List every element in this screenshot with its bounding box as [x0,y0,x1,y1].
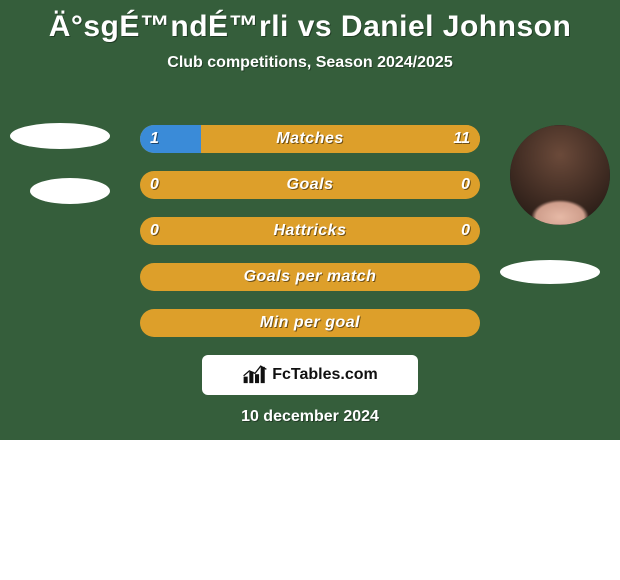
player-right-avatar-small [500,260,600,284]
brand-box: FcTables.com [202,355,418,395]
bar-label: Hattricks [140,217,480,245]
infographic-frame: Ä°sgÉ™ndÉ™rli vs Daniel Johnson Club com… [0,0,620,440]
player-left-avatar-small [30,178,110,204]
stat-bar: Min per goal [140,309,480,337]
bar-label: Min per goal [140,309,480,337]
bar-label: Matches [140,125,480,153]
subtitle: Club competitions, Season 2024/2025 [0,54,620,72]
stat-bars: 111Matches 00Goals 00Hattricks Goals per ma… [140,125,480,355]
player-left-avatar-top [10,123,110,149]
stat-bar: Goals per match [140,263,480,291]
player-face-icon [510,125,610,225]
stat-bar: 00Goals [140,171,480,199]
stat-bar: 111Matches [140,125,480,153]
player-right-avatar [510,125,610,225]
stat-bar: 00Hattricks [140,217,480,245]
brand-text: FcTables.com [272,366,378,384]
barchart-icon [242,364,268,386]
date-text: 10 december 2024 [0,408,620,426]
page-title: Ä°sgÉ™ndÉ™rli vs Daniel Johnson [0,0,620,44]
bar-label: Goals [140,171,480,199]
bar-label: Goals per match [140,263,480,291]
